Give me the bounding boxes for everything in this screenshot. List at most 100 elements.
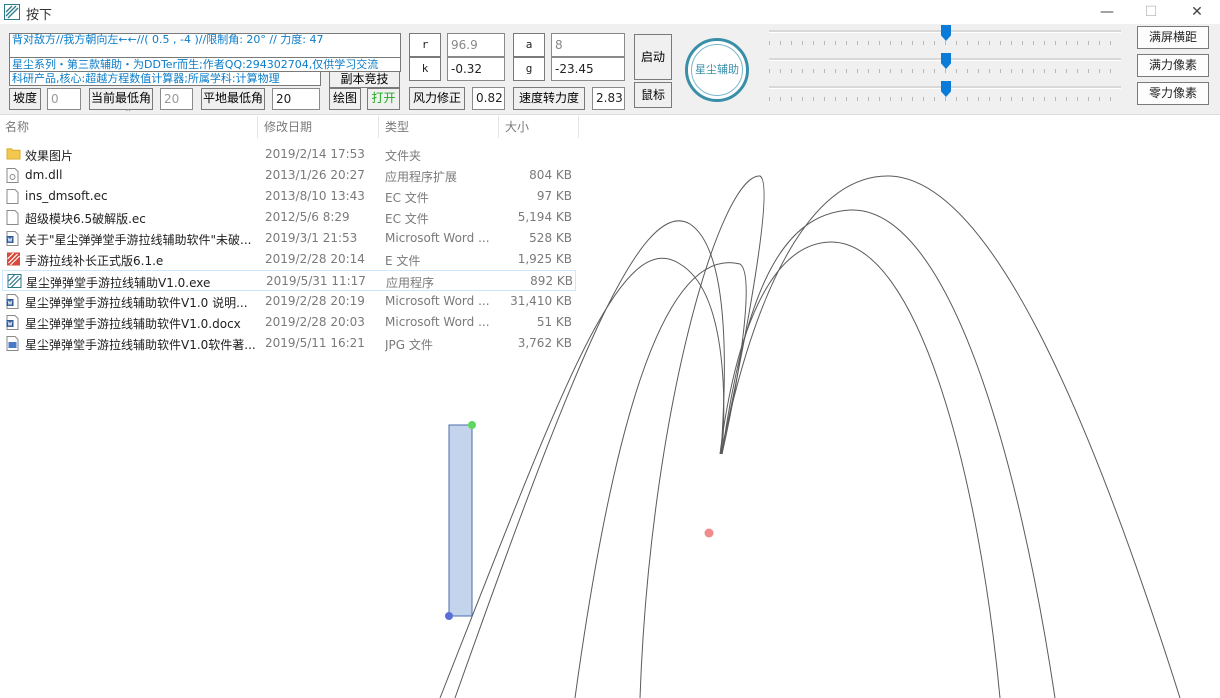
file-row[interactable]: dm.dll 2013/1/26 20:27 应用程序扩展 804 KB	[2, 165, 576, 186]
file-row[interactable]: 效果图片 2019/2/14 17:53 文件夹	[2, 144, 576, 165]
start-button[interactable]: 启动	[634, 34, 672, 80]
logo-text: 星尘辅助	[695, 63, 739, 76]
folder-icon	[6, 148, 21, 160]
file-size: 5,194 KB	[517, 210, 572, 224]
word-file-icon	[6, 231, 19, 246]
trajectory-curve	[719, 241, 1001, 698]
file-name: 星尘弹弹堂手游拉线辅助软件V1.0.docx	[25, 317, 241, 331]
app-logo-icon	[4, 4, 20, 20]
slope-input[interactable]: 0	[47, 88, 81, 110]
sort-up-icon[interactable]: ⌃	[124, 108, 133, 119]
file-row[interactable]: 关于"星尘弹弹堂手游拉线辅助软件"未破... 2019/3/1 21:53 Micr…	[2, 228, 576, 249]
column-header-size[interactable]: 大小	[505, 120, 530, 134]
flat-min-angle-input[interactable]: 20	[272, 88, 320, 110]
file-type: EC 文件	[385, 191, 429, 205]
column-divider[interactable]	[378, 116, 379, 138]
shot-info-line: 背对敌方//我方朝向左←←//( 0.5 , -4 )//限制角: 20° //…	[9, 33, 401, 59]
file-name: 星尘弹弹堂手游拉线辅助V1.0.exe	[26, 276, 211, 290]
full-force-pixel-button[interactable]: 满力像素	[1137, 54, 1209, 77]
file-row[interactable]: 星尘弹弹堂手游拉线辅助V1.0.exe 2019/5/31 11:17 应用程序 89…	[2, 270, 576, 291]
trajectory-curve	[720, 175, 1181, 698]
file-date: 2012/5/6 8:29	[265, 210, 350, 224]
file-size: 97 KB	[536, 189, 572, 203]
speed-to-force-label: 速度转力度	[513, 87, 585, 110]
maximize-button[interactable]: ☐	[1144, 4, 1158, 20]
logo-badge: 星尘辅助	[685, 38, 749, 102]
a-label: a	[513, 33, 545, 57]
file-size: 3,762 KB	[517, 336, 572, 350]
word-file-icon	[6, 315, 19, 330]
file-date: 2019/5/11 16:21	[265, 336, 365, 350]
slider-thumb[interactable]	[941, 81, 951, 97]
player-point	[445, 612, 453, 620]
control-panel: 背对敌方//我方朝向左←←//( 0.5 , -4 )//限制角: 20° //…	[0, 24, 1220, 115]
mouse-button[interactable]: 鼠标	[634, 82, 672, 108]
copy-compete-button[interactable]: 副本竞技	[329, 71, 400, 88]
file-row[interactable]: ins_dmsoft.ec 2013/8/10 13:43 EC 文件 97 KB	[2, 186, 576, 207]
speed-to-force-input[interactable]: 2.83	[592, 87, 625, 110]
file-size: 892 KB	[530, 274, 573, 288]
open-button[interactable]: 打开	[367, 88, 400, 110]
r-input[interactable]: 96.9	[447, 33, 505, 57]
trajectory-curve	[574, 262, 747, 698]
file-type: 文件夹	[385, 149, 422, 163]
flat-min-angle-label: 平地最低角	[201, 88, 265, 110]
file-name: 星尘弹弹堂手游拉线辅助软件V1.0 说明...	[25, 296, 248, 310]
file-type: Microsoft Word ...	[385, 231, 490, 245]
file-name: 效果图片	[25, 149, 74, 163]
column-header-date[interactable]: 修改日期	[264, 120, 313, 134]
file-name: dm.dll	[25, 168, 63, 182]
slider-ticks	[769, 69, 1121, 73]
ec-file-icon	[6, 189, 19, 204]
column-divider[interactable]	[257, 116, 258, 138]
draw-button[interactable]: 绘图	[329, 88, 361, 110]
file-row[interactable]: 星尘弹弹堂手游拉线辅助软件V1.0软件著... 2019/5/11 16:21 JP…	[2, 333, 576, 354]
minimize-button[interactable]: —	[1100, 4, 1114, 20]
column-divider[interactable]	[578, 116, 579, 138]
k-input[interactable]: -0.32	[447, 57, 505, 81]
column-divider[interactable]	[498, 116, 499, 138]
file-date: 2019/2/28 20:14	[265, 252, 365, 266]
file-date: 2019/5/31 11:17	[266, 274, 366, 288]
ec-file-icon	[6, 210, 19, 225]
file-size: 804 KB	[529, 168, 572, 182]
trajectory-curve	[721, 209, 1056, 698]
close-button[interactable]: ✕	[1191, 4, 1203, 20]
file-date: 2013/1/26 20:27	[265, 168, 365, 182]
product-line: 科研产品,核心:超越方程数值计算器;所属学科:计算物理	[9, 71, 321, 86]
file-type: Microsoft Word ...	[385, 315, 490, 329]
full-horizontal-button[interactable]: 满屏横距	[1137, 26, 1209, 49]
r-label: r	[409, 33, 441, 57]
file-name: 星尘弹弹堂手游拉线辅助软件V1.0软件著...	[25, 338, 256, 352]
wind-fix-input[interactable]: 0.82	[472, 87, 505, 110]
credits-line: 星尘系列・第三款辅助・为DDTer而生;作者QQ:294302704,仅供学习交…	[9, 57, 401, 72]
k-label: k	[409, 57, 441, 81]
a-input[interactable]: 8	[551, 33, 625, 57]
file-date: 2019/3/1 21:53	[265, 231, 358, 245]
file-explorer: ⌃ 名称 修改日期 类型 大小 效果图片 2019/2/14 17:53 文件夹 dm…	[0, 108, 580, 364]
file-type: 应用程序扩展	[385, 170, 458, 184]
slope-label: 坡度	[9, 88, 41, 110]
muzzle-point	[468, 421, 476, 429]
file-type: 应用程序	[386, 276, 435, 290]
file-row[interactable]: 超级模块6.5破解版.ec 2012/5/6 8:29 EC 文件 5,194 KB	[2, 207, 576, 228]
file-date: 2019/2/14 17:53	[265, 147, 365, 161]
g-label: g	[513, 57, 545, 81]
file-row[interactable]: 星尘弹弹堂手游拉线辅助软件V1.0.docx 2019/2/28 20:03 Mic…	[2, 312, 576, 333]
file-type: EC 文件	[385, 212, 429, 226]
file-name: 关于"星尘弹弹堂手游拉线辅助软件"未破...	[25, 233, 252, 247]
wind-fix-label: 风力修正	[409, 87, 465, 110]
column-header-type[interactable]: 类型	[385, 120, 410, 134]
target-point	[704, 528, 714, 538]
e-file-icon	[7, 252, 20, 266]
slider-thumb[interactable]	[941, 53, 951, 69]
file-row[interactable]: 星尘弹弹堂手游拉线辅助软件V1.0 说明... 2019/2/28 20:19 Mi…	[2, 291, 576, 312]
zero-force-pixel-button[interactable]: 零力像素	[1137, 82, 1209, 105]
slider-thumb[interactable]	[941, 25, 951, 41]
column-header-name[interactable]: 名称	[5, 120, 30, 134]
g-input[interactable]: -23.45	[551, 57, 625, 81]
file-row[interactable]: 手游拉线补长正式版6.1.e 2019/2/28 20:14 E 文件 1,925 K…	[2, 249, 576, 270]
current-min-angle-label: 当前最低角	[89, 88, 153, 110]
current-min-angle-input[interactable]: 20	[160, 88, 193, 110]
file-date: 2013/8/10 13:43	[265, 189, 365, 203]
